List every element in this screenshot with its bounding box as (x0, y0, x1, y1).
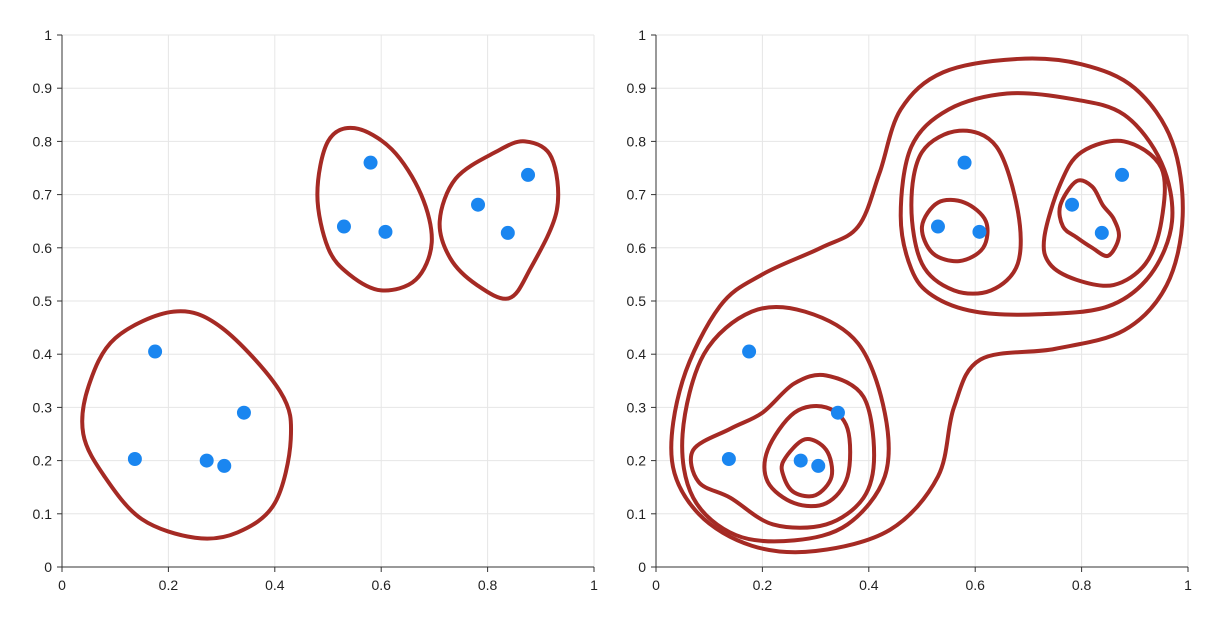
y-tick-label: 0.4 (33, 346, 53, 362)
data-point (1115, 167, 1130, 182)
y-tick-label: 0 (638, 559, 646, 575)
data-point (830, 405, 845, 420)
y-tick-label: 0.8 (33, 133, 53, 149)
density-contour (762, 404, 853, 509)
data-point (972, 224, 987, 239)
density-contour (437, 139, 561, 301)
left-chart-panel: 0 0.2 0.4 0.6 0.8 1 0 0.1 0.2 0.3 0.4 0.5 0.6 0.7 0.8 0… (33, 27, 599, 593)
density-contour (680, 304, 891, 544)
x-tick-label: 1 (1184, 577, 1192, 593)
x-tick-label: 1 (590, 577, 598, 593)
density-contour (1041, 138, 1167, 288)
data-point (1065, 197, 1080, 212)
y-tick-label: 0 (44, 559, 52, 575)
data-point (363, 155, 378, 170)
y-tick-label: 0.6 (33, 240, 53, 256)
data-point (1094, 225, 1109, 240)
x-tick-label: 0.4 (265, 577, 285, 593)
x-tick-label: 0.6 (965, 577, 985, 593)
data-point (217, 458, 232, 473)
data-point (378, 224, 393, 239)
density-contour (909, 128, 1023, 296)
x-tick-label: 0.8 (478, 577, 498, 593)
y-tick-label: 0.5 (627, 293, 647, 309)
y-tick-label: 0.1 (33, 506, 53, 522)
density-contour (669, 56, 1185, 555)
right-chart-panel: 0 0.2 0.4 0.6 0.8 1 0 0.1 0.2 0.3 0.4 0.5 0.6 0.7 0.8 0… (627, 27, 1193, 593)
density-contour (80, 309, 294, 541)
data-point (793, 453, 808, 468)
data-point (199, 453, 214, 468)
data-point (336, 219, 351, 234)
density-contour (779, 437, 835, 499)
y-tick-label: 1 (44, 27, 52, 43)
y-tick-label: 1 (638, 27, 646, 43)
density-contour (898, 91, 1175, 317)
data-point (957, 155, 972, 170)
x-tick-label: 0.6 (371, 577, 391, 593)
density-contour (688, 372, 877, 530)
y-tick-label: 0.8 (627, 133, 647, 149)
x-tick-label: 0.4 (859, 577, 879, 593)
y-tick-label: 0.3 (627, 399, 647, 415)
data-point (721, 452, 736, 467)
density-contour (315, 125, 434, 293)
x-tick-label: 0 (652, 577, 660, 593)
density-contour (1057, 178, 1121, 259)
y-tick-label: 0.3 (33, 399, 53, 415)
y-tick-label: 0.2 (33, 453, 53, 469)
data-point (127, 452, 142, 467)
x-tick-label: 0.8 (1072, 577, 1092, 593)
x-tick-label: 0 (58, 577, 66, 593)
x-tick-label: 0.2 (159, 577, 179, 593)
data-point (500, 225, 515, 240)
y-tick-label: 0.6 (627, 240, 647, 256)
data-point (148, 344, 163, 359)
x-tick-label: 0.2 (753, 577, 773, 593)
y-tick-label: 0.7 (627, 187, 647, 203)
y-tick-label: 0.2 (627, 453, 647, 469)
y-tick-label: 0.7 (33, 187, 53, 203)
data-point (930, 219, 945, 234)
data-point (521, 167, 536, 182)
y-tick-label: 0.9 (627, 80, 647, 96)
data-point (742, 344, 757, 359)
y-tick-label: 0.4 (627, 346, 647, 362)
density-contour (919, 197, 990, 264)
data-point (811, 458, 826, 473)
y-tick-label: 0.1 (627, 506, 647, 522)
y-tick-label: 0.9 (33, 80, 53, 96)
data-point (471, 197, 486, 212)
data-point (236, 405, 251, 420)
y-tick-label: 0.5 (33, 293, 53, 309)
